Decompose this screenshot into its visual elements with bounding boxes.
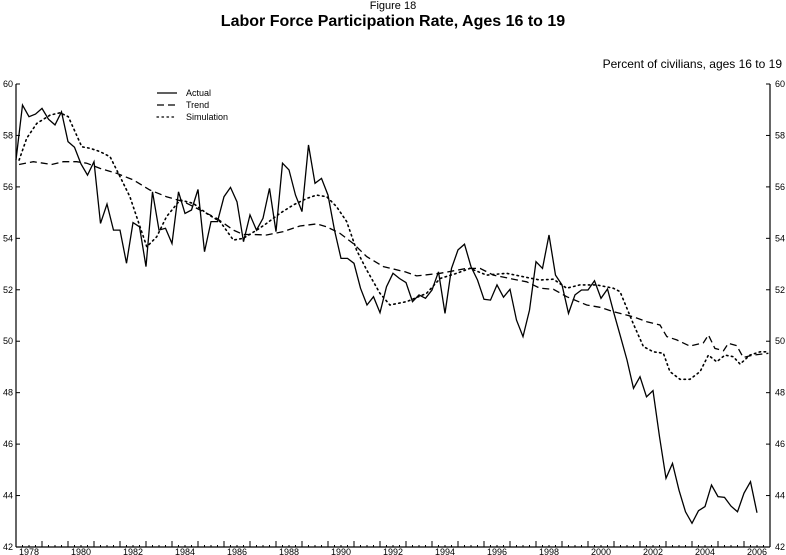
legend-label-actual: Actual — [186, 88, 211, 98]
x-tick-label: 1982 — [123, 547, 143, 555]
x-tick-label: 1998 — [539, 547, 559, 555]
axes: 42 42 44 44 46 46 48 48 50 50 52 52 54 54 56 56 58 58 60 60… — [3, 79, 785, 555]
x-tick-label: 1992 — [383, 547, 403, 555]
y-tick-label-right: 52 — [775, 285, 785, 295]
x-tick-label: 2000 — [591, 547, 611, 555]
y-tick-label-right: 48 — [775, 388, 785, 398]
y-tick-label-right: 42 — [775, 542, 785, 552]
series-actual — [15, 103, 758, 525]
x-tick-label: 1996 — [487, 547, 507, 555]
y-tick-label-left: 58 — [3, 130, 13, 140]
y-tick-label-left: 46 — [3, 439, 13, 449]
y-tick-label-right: 54 — [775, 233, 785, 243]
y-axis-label: Percent of civilians, ages 16 to 19 — [603, 57, 783, 71]
x-tick-label: 1994 — [435, 547, 455, 555]
y-tick-label-left: 48 — [3, 388, 13, 398]
y-tick-label-right: 58 — [775, 130, 785, 140]
x-tick-label: 1984 — [175, 547, 195, 555]
x-tick-label: 2002 — [643, 547, 663, 555]
y-tick-label-left: 54 — [3, 233, 13, 243]
y-tick-label-right: 46 — [775, 439, 785, 449]
x-tick-label: 1990 — [331, 547, 351, 555]
chart-title: Labor Force Participation Rate, Ages 16 … — [221, 13, 565, 30]
figure-number: Figure 18 — [370, 0, 416, 12]
legend-label-simulation: Simulation — [186, 112, 228, 122]
y-tick-label-right: 60 — [775, 79, 785, 89]
y-tick-label-left: 52 — [3, 285, 13, 295]
x-tick-label: 1978 — [19, 547, 39, 555]
y-tick-label-left: 60 — [3, 79, 13, 89]
y-tick-label-left: 56 — [3, 182, 13, 192]
legend: Actual Trend Simulation — [156, 88, 228, 122]
y-tick-label-left: 42 — [3, 542, 13, 552]
series-group — [15, 103, 770, 525]
y-tick-label-right: 56 — [775, 182, 785, 192]
x-tick-label: 2006 — [747, 547, 767, 555]
x-tick-label: 1980 — [71, 547, 91, 555]
series-simulation — [18, 111, 770, 381]
legend-label-trend: Trend — [186, 100, 209, 110]
y-tick-label-right: 44 — [775, 491, 785, 501]
x-tick-label: 2004 — [695, 547, 715, 555]
series-trend — [18, 161, 769, 359]
y-tick-label-right: 50 — [775, 336, 785, 346]
y-tick-label-left: 50 — [3, 336, 13, 346]
x-tick-label: 1986 — [227, 547, 247, 555]
y-tick-label-left: 44 — [3, 491, 13, 501]
x-tick-label: 1988 — [279, 547, 299, 555]
